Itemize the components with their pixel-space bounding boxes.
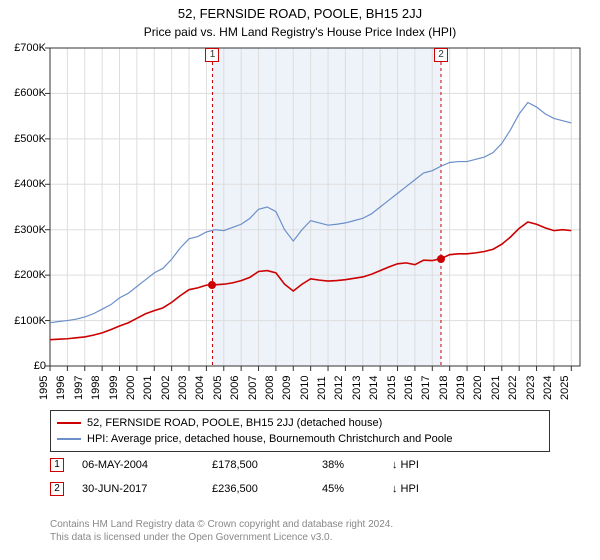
footer-attribution: Contains HM Land Registry data © Crown c… [50,518,393,544]
sale-marker-1 [208,281,216,289]
legend-label: HPI: Average price, detached house, Bour… [87,433,452,445]
legend-item: 52, FERNSIDE ROAD, POOLE, BH15 2JJ (deta… [57,415,543,431]
sale-marker-2 [437,255,445,263]
legend-label: 52, FERNSIDE ROAD, POOLE, BH15 2JJ (deta… [87,417,382,429]
sale-row-index-box: 1 [50,458,64,472]
sale-direction: ↓ HPI [392,459,452,471]
sale-pct: 38% [322,459,392,471]
annotation-box-1: 1 [205,48,219,62]
sale-price: £236,500 [212,483,322,495]
x-tick-label: 2025 [559,376,600,400]
sale-price: £178,500 [212,459,322,471]
sale-pct: 45% [322,483,392,495]
sale-date: 06-MAY-2004 [82,459,212,471]
sale-date: 30-JUN-2017 [82,483,212,495]
sale-row: 1 06-MAY-2004£178,50038%↓ HPI [50,458,452,472]
footer-line: Contains HM Land Registry data © Crown c… [50,518,393,531]
sale-row-index-box: 2 [50,482,64,496]
annotation-box-2: 2 [434,48,448,62]
plot-area [0,0,600,376]
sale-row: 2 30-JUN-2017£236,50045%↓ HPI [50,482,452,496]
footer-line: This data is licensed under the Open Gov… [50,531,393,544]
legend: 52, FERNSIDE ROAD, POOLE, BH15 2JJ (deta… [50,410,550,452]
legend-swatch [57,422,81,424]
legend-item: HPI: Average price, detached house, Bour… [57,431,543,447]
sale-direction: ↓ HPI [392,483,452,495]
chart-container: 52, FERNSIDE ROAD, POOLE, BH15 2JJ Price… [0,0,600,560]
legend-swatch [57,438,81,440]
